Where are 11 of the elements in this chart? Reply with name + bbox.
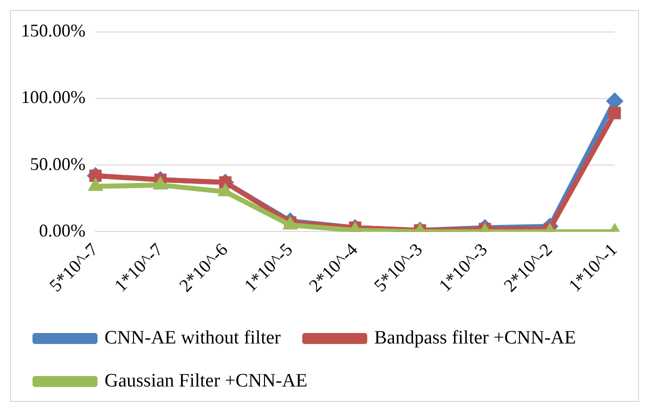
point [89, 170, 102, 182]
legend-label: Gaussian Filter +CNN-AE [104, 370, 308, 392]
legend-label: Bandpass filter +CNN-AE [374, 327, 576, 348]
y-tick-label: 100.00% [20, 87, 86, 108]
point [152, 176, 168, 190]
point [88, 178, 103, 191]
point [608, 106, 621, 120]
y-tick-label: 150.00% [20, 20, 86, 41]
legend-label: CNN-AE without filter [104, 327, 282, 348]
y-tick-label: 0.00% [38, 220, 86, 240]
y-tick-label: 50.00% [30, 154, 86, 174]
